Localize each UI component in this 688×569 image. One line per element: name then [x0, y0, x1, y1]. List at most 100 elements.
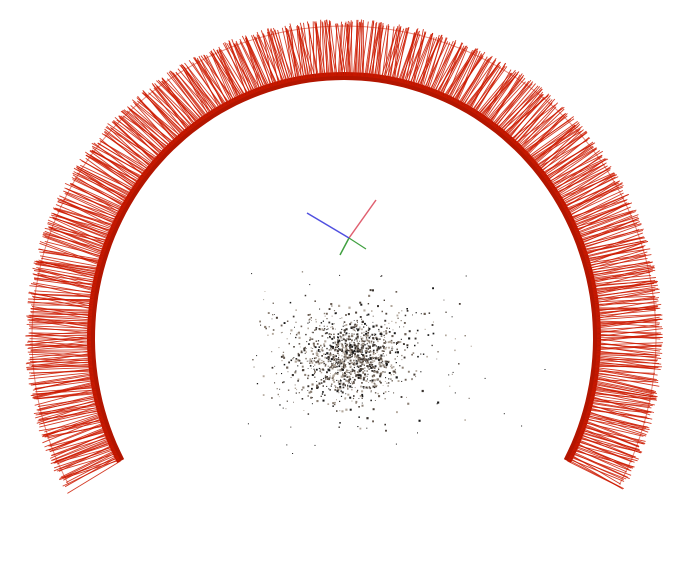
point: [323, 312, 326, 315]
point: [279, 388, 281, 390]
camera-frustum: [128, 107, 176, 144]
camera-frustum: [566, 182, 623, 215]
point: [283, 381, 285, 383]
camera-frustum: [504, 88, 543, 136]
point: [339, 387, 342, 390]
camera-frustum: [592, 270, 654, 289]
point: [338, 348, 340, 350]
point: [437, 401, 440, 404]
point: [331, 383, 333, 385]
camera-frustum: [277, 29, 292, 82]
point: [389, 351, 391, 353]
point: [339, 274, 341, 276]
camera-frustum: [30, 344, 92, 351]
point: [359, 395, 362, 398]
point: [332, 356, 335, 358]
point: [355, 325, 358, 328]
point: [365, 350, 367, 352]
camera-frustum: [359, 22, 364, 77]
point: [332, 358, 334, 360]
point: [309, 284, 311, 286]
camera-frustum: [585, 415, 648, 428]
point: [308, 391, 311, 394]
point: [305, 349, 307, 351]
point: [338, 361, 339, 362]
point: [347, 335, 350, 338]
point: [353, 362, 356, 365]
point: [313, 345, 316, 348]
camera-frustum: [233, 43, 262, 91]
camera-frustum: [525, 112, 567, 156]
point: [309, 362, 311, 364]
point: [380, 373, 382, 375]
point: [363, 345, 365, 346]
point: [320, 379, 323, 381]
point: [374, 365, 377, 368]
camera-frustum: [546, 143, 593, 182]
camera-frustum: [258, 34, 282, 85]
camera-frustum: [402, 32, 415, 84]
camera-frustum: [412, 29, 424, 86]
point: [415, 376, 417, 378]
point: [373, 344, 376, 346]
point: [332, 363, 334, 364]
point: [362, 362, 364, 364]
point: [381, 345, 384, 347]
point: [307, 385, 310, 388]
point: [404, 356, 406, 359]
point: [363, 387, 365, 389]
point: [357, 342, 359, 345]
point: [371, 375, 374, 378]
point: [337, 333, 340, 335]
point: [372, 360, 374, 362]
point: [422, 353, 425, 355]
camera-frustum: [528, 124, 576, 160]
point: [417, 432, 418, 434]
point: [252, 359, 254, 361]
point: [521, 425, 523, 427]
point: [372, 344, 375, 347]
point: [354, 354, 357, 357]
point: [346, 369, 348, 371]
point: [350, 362, 352, 364]
camera-frustum: [594, 370, 656, 374]
point: [301, 389, 303, 391]
point: [337, 352, 339, 355]
point: [359, 427, 362, 430]
point: [355, 358, 357, 360]
point: [316, 354, 318, 356]
point: [346, 358, 348, 359]
point: [388, 391, 390, 392]
point: [355, 337, 358, 340]
point: [271, 332, 274, 335]
point: [382, 353, 384, 355]
point: [376, 347, 378, 349]
point: [503, 413, 505, 415]
point: [392, 329, 394, 331]
point: [339, 385, 342, 388]
point: [404, 333, 407, 336]
point: [378, 361, 381, 363]
point: [395, 321, 397, 324]
point: [377, 367, 380, 369]
point: [364, 370, 366, 372]
camera-frustum: [119, 117, 164, 156]
point: [295, 358, 298, 360]
camera-frustum: [35, 274, 96, 292]
camera-frustum: [289, 23, 306, 80]
point: [365, 355, 368, 357]
camera-frustum: [137, 100, 183, 138]
point: [356, 334, 357, 336]
camera-frustum: [31, 358, 92, 366]
point: [321, 393, 324, 395]
point: [393, 342, 395, 344]
camera-frustum: [210, 50, 235, 103]
point: [334, 388, 337, 391]
camera-frustum: [27, 340, 92, 350]
camera-frustum: [345, 21, 351, 77]
camera-frustum: [430, 40, 454, 93]
camera-frustum: [518, 106, 557, 150]
point: [366, 334, 369, 337]
